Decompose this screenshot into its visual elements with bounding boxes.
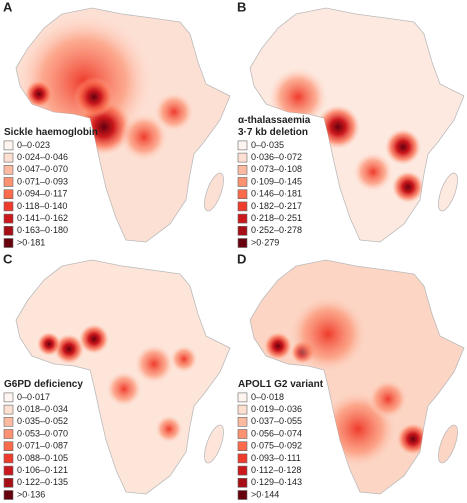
legend-swatch [3, 429, 14, 439]
legend-swatch [237, 404, 248, 415]
legend-swatch [3, 465, 14, 476]
legend-swatch [237, 392, 248, 403]
legend-swatch [3, 140, 14, 151]
legend-label: 0·112–0·128 [251, 465, 301, 475]
legend-label: 0·093–0·111 [251, 453, 301, 463]
legend-swatch [237, 226, 248, 236]
legend-swatch [3, 490, 14, 500]
legend-label: 0·047–0·070 [17, 164, 68, 174]
legend-swatch [237, 213, 248, 224]
legend-label: 0·035–0·052 [17, 416, 68, 426]
legend-label: >0·144 [251, 489, 279, 499]
legend-swatch [237, 201, 248, 212]
legend-label: 0·109–0·145 [251, 176, 302, 186]
legend-swatch [237, 152, 248, 163]
map-d [249, 259, 465, 495]
legend-label: 0·018–0·034 [17, 404, 68, 414]
legend-swatch [3, 226, 14, 236]
legend-label: 0·053–0·070 [17, 428, 68, 438]
legend-swatch [237, 477, 248, 488]
legend-title: APOL1 G2 variant [238, 379, 324, 390]
legend-label: 0·146–0·181 [251, 189, 302, 199]
legend-label: 0·182–0·217 [251, 201, 302, 211]
legend-title: G6PD deficiency [4, 379, 83, 390]
legend-swatch [237, 453, 248, 464]
legend-swatch [3, 165, 14, 175]
legend-label: 0·141–0·162 [17, 213, 68, 223]
legend-label: 0·073–0·108 [251, 164, 302, 174]
legend-swatch [3, 152, 14, 163]
map-c [15, 259, 231, 495]
legend-swatch [3, 392, 14, 403]
legend-label: 0·037–0·055 [251, 416, 302, 426]
legend-label: 0·218–0·251 [251, 213, 302, 223]
legend-label: 0·122–0·135 [17, 477, 68, 487]
legend-swatch [237, 416, 248, 427]
legend-swatch [237, 441, 248, 452]
legend-label: 0·075–0·092 [251, 441, 302, 451]
legend-swatch [237, 490, 248, 500]
legend-swatch [3, 404, 14, 415]
legend-label: 0·129–0·143 [251, 477, 302, 487]
legend-label: >0·279 [251, 237, 279, 247]
legend-swatch [3, 441, 14, 452]
legend-swatch [3, 189, 14, 199]
legend-label: 0·056–0·074 [251, 428, 302, 438]
legend-label: >0·181 [17, 237, 45, 247]
legend-label: 0–0·018 [251, 392, 284, 402]
legend-swatch [237, 189, 248, 199]
legend-label: 0·071–0·087 [17, 441, 68, 451]
legend-swatch [3, 416, 14, 427]
legend-label: 0–0·023 [17, 140, 50, 150]
legend-label: 0·252–0·278 [251, 225, 302, 235]
legend-label: 0–0·035 [251, 140, 284, 150]
legend-label: 0·118–0·140 [17, 201, 67, 211]
panel-label: A [3, 0, 13, 14]
legend-swatch [3, 201, 14, 212]
legend-swatch [3, 238, 14, 248]
legend-label: 0·019–0·036 [251, 404, 302, 414]
legend-title: 3·7 kb deletion [238, 127, 308, 138]
panel-label: D [237, 251, 246, 266]
legend-label: 0·088–0·105 [17, 453, 68, 463]
legend-label: 0·036–0·072 [251, 152, 302, 162]
legend-swatch [3, 453, 14, 464]
panel-label: B [237, 0, 246, 14]
legend-label: 0–0·017 [17, 392, 50, 402]
panel-label: C [3, 251, 13, 266]
legend-label: 0·094–0·117 [17, 189, 67, 199]
legend-swatch [237, 177, 248, 187]
legend-swatch [237, 238, 248, 248]
legend-title: α-thalassaemia [238, 115, 311, 126]
legends: A Sickle haemoglobin 0–0·023 0·024–0·046 0·0… [3, 0, 324, 500]
legend-swatch [3, 477, 14, 488]
legend-swatch [237, 165, 248, 175]
legend-swatch [237, 429, 248, 439]
legend-title: Sickle haemoglobin [4, 127, 98, 138]
legend-label: >0·136 [17, 489, 45, 499]
legend-label: 0·106–0·121 [17, 465, 68, 475]
legend-swatch [237, 465, 248, 476]
legend-swatch [3, 177, 14, 187]
legend-swatch [237, 140, 248, 151]
legend-swatch [3, 213, 14, 224]
legend-label: 0·163–0·180 [17, 225, 68, 235]
legend-label: 0·071–0·093 [17, 176, 68, 186]
legend-label: 0·024–0·046 [17, 152, 68, 162]
